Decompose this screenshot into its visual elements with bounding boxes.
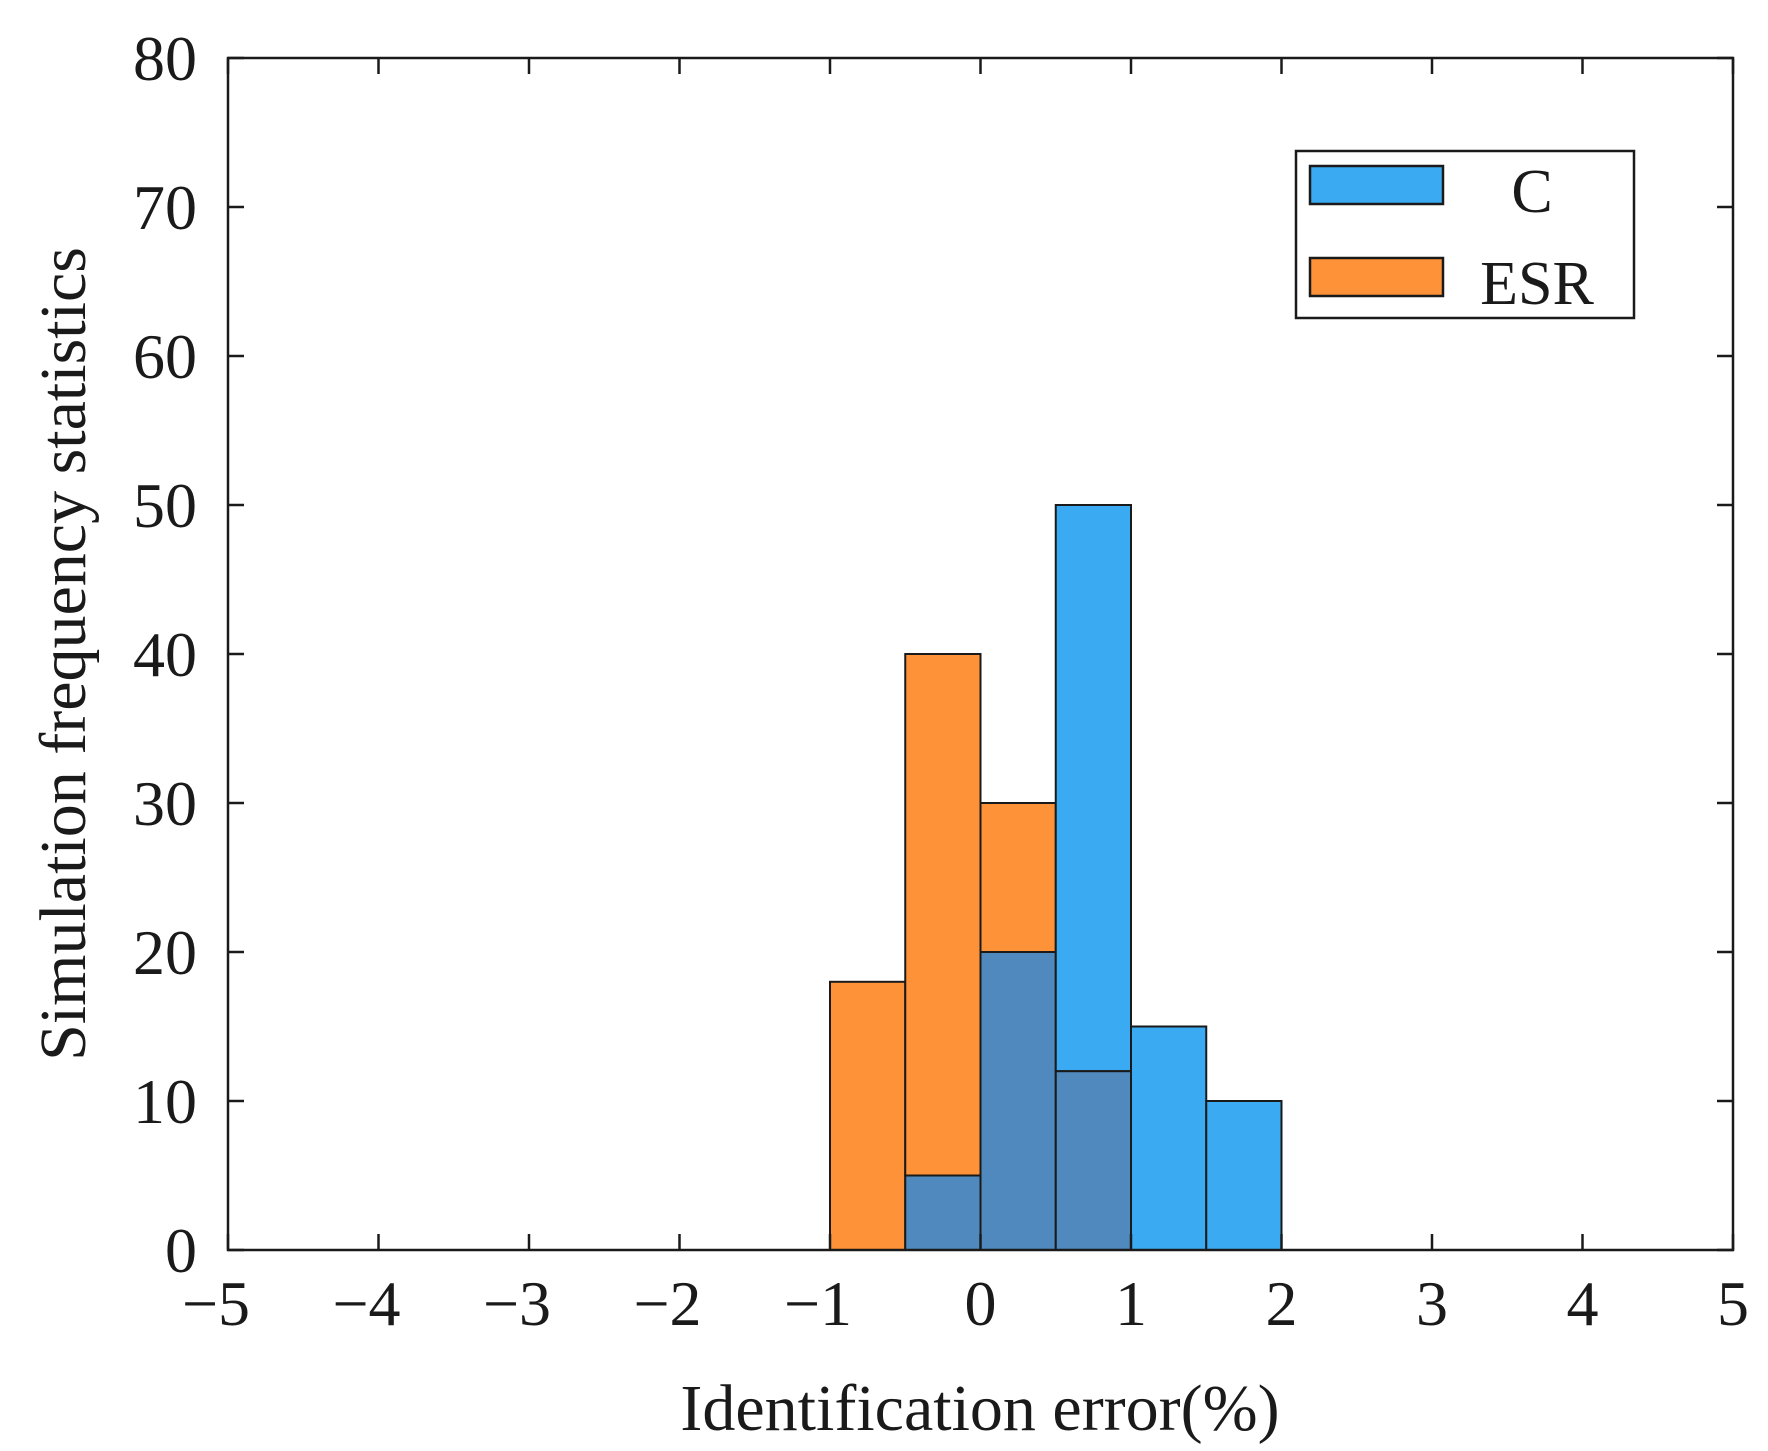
y-tick-label: 0 (165, 1215, 197, 1286)
bar-c-bin-4 (1130, 1025, 1208, 1251)
y-tick-label: 30 (133, 768, 197, 839)
x-tick-label: −5 (182, 1268, 250, 1339)
legend: C ESR (1294, 149, 1636, 320)
y-tick-label: 70 (133, 172, 197, 243)
bar-overlap-bin-1 (904, 1174, 982, 1251)
x-axis-label: Identification error(%) (680, 1372, 1279, 1445)
y-tick-label: 80 (133, 23, 197, 94)
x-tick-label: −2 (633, 1268, 701, 1339)
y-tick-label: 50 (133, 470, 197, 541)
y-tick-label: 10 (133, 1066, 197, 1137)
x-tick-label: 0 (965, 1268, 997, 1339)
x-tick-label: −4 (332, 1268, 400, 1339)
legend-swatch-esr (1308, 256, 1445, 298)
y-axis-label: Simulation frequency statistics (27, 247, 100, 1061)
x-tick-label: 1 (1115, 1268, 1147, 1339)
x-tick-label: 5 (1717, 1268, 1749, 1339)
y-tick-label: 40 (133, 619, 197, 690)
y-axis-tick-labels: 0 10 20 30 40 50 60 70 80 (133, 23, 197, 1286)
y-tick-label: 20 (133, 917, 197, 988)
bar-c-bin-3 (1054, 504, 1132, 1073)
bars-layer (829, 504, 1283, 1251)
x-tick-label: 2 (1266, 1268, 1298, 1339)
bar-overlap-bin-3 (1054, 1070, 1132, 1251)
axis-ticks (226, 56, 1735, 1252)
x-tick-label: −1 (784, 1268, 852, 1339)
bar-esr-bin-2 (979, 802, 1057, 953)
bar-c-bin-5 (1205, 1100, 1283, 1251)
x-tick-label: 3 (1416, 1268, 1448, 1339)
legend-label-c: C (1511, 158, 1552, 226)
bar-esr-bin-0 (829, 980, 907, 1251)
x-tick-label: 4 (1567, 1268, 1599, 1339)
legend-label-esr: ESR (1480, 250, 1594, 318)
legend-swatch-c (1308, 164, 1445, 206)
x-axis-tick-labels: −5 −4 −3 −2 −1 0 1 2 3 4 5 (182, 1268, 1749, 1339)
bar-esr-bin-1 (904, 653, 982, 1177)
bar-overlap-bin-2 (979, 951, 1057, 1251)
y-tick-label: 60 (133, 321, 197, 392)
x-tick-label: −3 (483, 1268, 551, 1339)
